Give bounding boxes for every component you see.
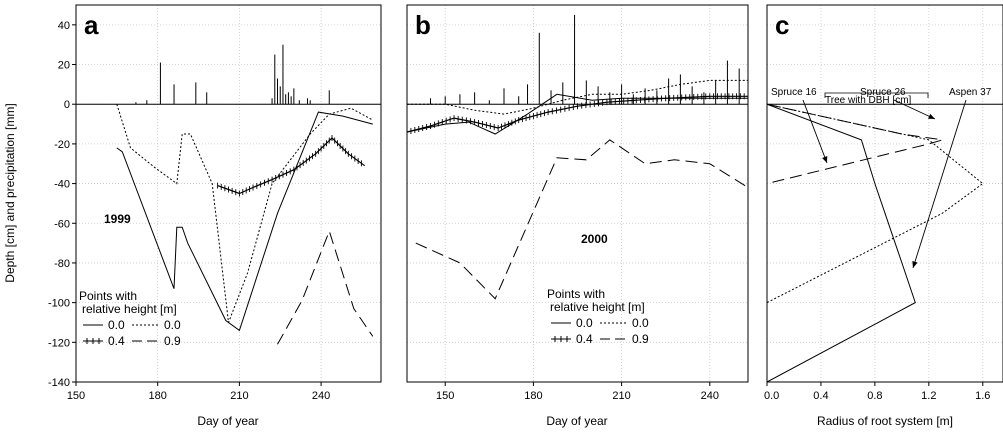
year-label-1999: 1999 — [104, 212, 131, 226]
arrow-head — [928, 113, 935, 119]
y-tick-label: -100 — [48, 298, 70, 310]
x-axis-title-a: Day of year — [197, 414, 258, 428]
x-axis-title-b: Day of year — [546, 414, 607, 428]
legend-label-solid: 0.0 — [576, 316, 593, 330]
x-tick-label: 180 — [524, 390, 542, 402]
x-tick-label: 240 — [312, 390, 330, 402]
x-tick-label: 240 — [701, 390, 719, 402]
series-b-0.0 — [407, 79, 748, 115]
x-tick-label: 1.2 — [921, 390, 936, 402]
y-tick-label: -140 — [48, 377, 70, 389]
y-tick-label: -120 — [48, 337, 70, 349]
panel-letter-a: a — [84, 10, 99, 40]
precipitation-bars-b — [430, 14, 740, 105]
x-tick-label: 180 — [149, 390, 167, 402]
annotation-title: Tree with DBH [cm] — [825, 95, 912, 106]
series-b — [407, 14, 748, 300]
annotation-arrows — [802, 99, 967, 269]
legend-label-plus: 0.4 — [108, 334, 125, 348]
annotation-arrow — [802, 99, 828, 164]
plus-markers-b — [407, 93, 745, 135]
plot-frame-c — [766, 4, 1003, 383]
legend-label-dashed: 0.9 — [632, 332, 649, 346]
legend-title-line-1: Points with — [547, 287, 605, 301]
panel-letter-b: b — [415, 10, 431, 40]
x-tick-label: 210 — [612, 390, 630, 402]
x-tick-label: 150 — [436, 390, 454, 402]
x-tick-label: 1.6 — [975, 390, 990, 402]
x-tick-label: 210 — [230, 390, 248, 402]
x-axis-title-c: Radius of root system [m] — [817, 414, 953, 428]
x-tick-label: 0.8 — [867, 390, 882, 402]
y-tick-label: -20 — [54, 139, 70, 151]
annotation-spruce-26: Spruce 26 — [860, 87, 906, 98]
y-axis-title: Depth [cm] and precipitation [mm] — [3, 103, 17, 282]
series-b-0.9 — [415, 139, 748, 300]
x-tick-label: 150 — [67, 390, 85, 402]
legend-title-line-1: Points with — [79, 289, 137, 303]
plot-frame-b — [406, 4, 749, 383]
annotation-bracket — [824, 92, 929, 98]
legend-label-solid: 0.0 — [108, 318, 125, 332]
panel-a: 150 180 210 240 -140 -120 -100 -80 -60 -40 -20 0 20 4… — [48, 4, 382, 402]
arrow-head — [912, 261, 918, 268]
frame-overlay — [766, 4, 1003, 383]
year-label-2000: 2000 — [581, 232, 608, 246]
y-tick-label: -40 — [54, 179, 70, 191]
annotation-spruce-16: Spruce 16 — [771, 87, 817, 98]
frame-overlay — [75, 4, 382, 383]
series-a — [116, 44, 374, 345]
y-tick-label: 20 — [58, 60, 70, 72]
frame-overlay — [406, 4, 749, 383]
x-tick-label: 0.4 — [813, 390, 828, 402]
series-c-Aspen 37 — [767, 103, 916, 382]
series-a-0.0 — [116, 104, 374, 323]
series-a-0.9 — [277, 229, 374, 345]
series-a-0.0 — [116, 111, 373, 332]
annotation-aspen-37: Aspen 37 — [949, 87, 992, 98]
precipitation-bars-a — [135, 44, 330, 105]
annotation-arrow — [893, 99, 936, 120]
annotation-arrow — [912, 99, 967, 269]
panel-letter-c: c — [775, 10, 789, 40]
x-tick-label: 0.0 — [764, 390, 779, 402]
y-tick-label: -60 — [54, 218, 70, 230]
legend-label-dotted: 0.0 — [164, 318, 181, 332]
legend-title-line-2: relative height [m] — [550, 300, 645, 314]
series-c — [767, 103, 984, 382]
y-tick-label: -80 — [54, 258, 70, 270]
legend-title-line-2: relative height [m] — [82, 302, 177, 316]
arrow-head — [822, 156, 828, 163]
y-tick-label: 40 — [58, 20, 70, 32]
legend-label-dotted: 0.0 — [632, 316, 649, 330]
y-tick-label: 0 — [64, 99, 70, 111]
legend-label-plus: 0.4 — [576, 332, 593, 346]
plus-markers-a — [217, 134, 362, 197]
legend-label-dashed: 0.9 — [164, 334, 181, 348]
